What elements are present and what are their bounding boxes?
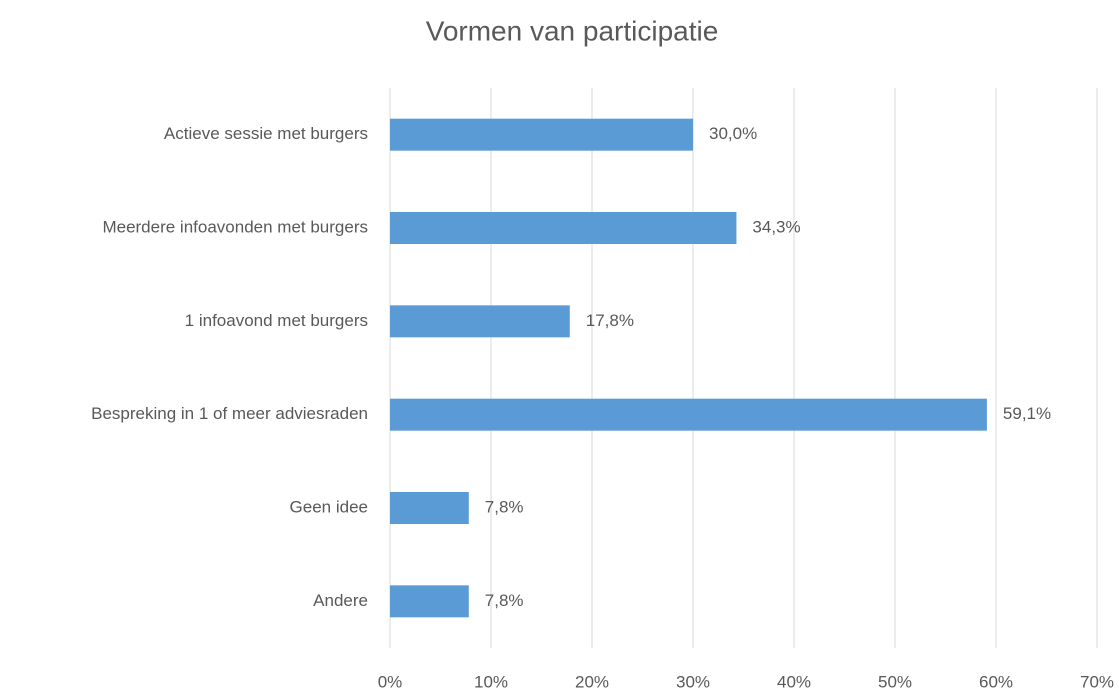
x-tick-label: 70% — [1080, 672, 1114, 688]
data-label: 34,3% — [752, 217, 800, 236]
y-tick-label: Bespreking in 1 of meer adviesraden — [91, 404, 368, 423]
data-label: 30,0% — [709, 124, 757, 143]
bar — [390, 305, 570, 338]
bar — [390, 492, 469, 524]
bar — [390, 585, 469, 618]
data-label: 17,8% — [586, 311, 634, 330]
x-tick-label: 60% — [979, 672, 1013, 688]
bar — [390, 212, 737, 244]
x-tick-label: 10% — [474, 672, 508, 688]
x-tick-label: 40% — [777, 672, 811, 688]
x-tick-label: 30% — [676, 672, 710, 688]
y-tick-label: Actieve sessie met burgers — [164, 124, 368, 143]
data-label: 7,8% — [485, 497, 524, 516]
y-tick-label: 1 infoavond met burgers — [185, 311, 368, 330]
bar — [390, 118, 693, 151]
x-tick-label: 20% — [575, 672, 609, 688]
y-tick-label: Andere — [313, 591, 368, 610]
data-label: 59,1% — [1003, 404, 1051, 423]
y-tick-label: Geen idee — [290, 497, 368, 516]
data-label: 7,8% — [485, 591, 524, 610]
y-tick-label: Meerdere infoavonden met burgers — [102, 217, 368, 236]
bar — [390, 398, 987, 431]
x-tick-label: 0% — [378, 672, 403, 688]
x-tick-label: 50% — [878, 672, 912, 688]
chart-title: Vormen van participatie — [426, 15, 719, 46]
